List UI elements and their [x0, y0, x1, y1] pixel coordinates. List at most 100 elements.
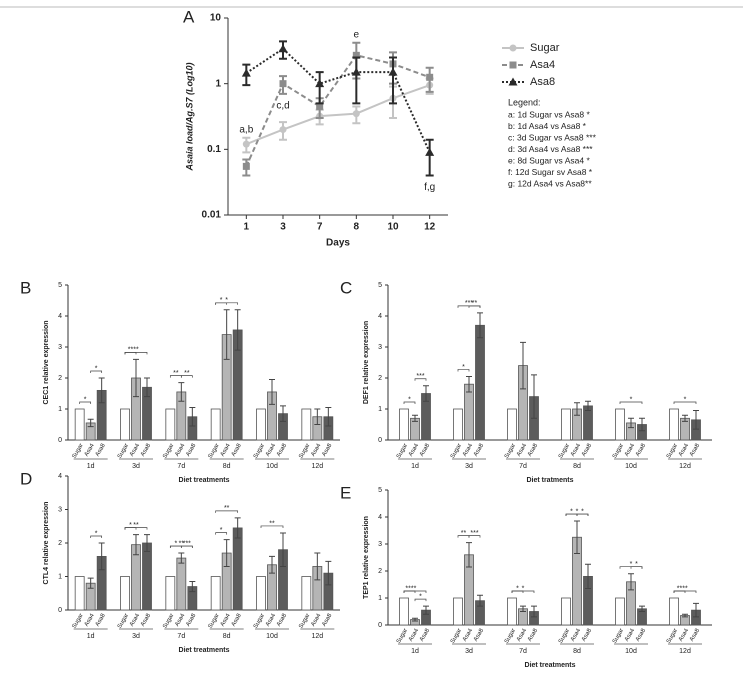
error-bar: [531, 374, 537, 419]
bar-sub-label: Asa8: [231, 442, 243, 457]
significance-bracket: [169, 545, 193, 549]
marker: [316, 102, 324, 110]
marker: [241, 68, 251, 77]
bar: [507, 408, 517, 441]
x-tick-label: 1: [244, 222, 250, 233]
significance-bracket: [180, 375, 193, 378]
bar-sub-label: Asa8: [140, 612, 152, 627]
significance-bracket: [619, 566, 643, 569]
legend-note: g: 12d Asa4 vs Asa8**: [508, 178, 592, 188]
legend-marker: [509, 61, 517, 69]
bar-sub-label: Asa8: [95, 442, 107, 457]
marker: [279, 126, 287, 134]
marker: [315, 79, 325, 88]
panel-letter: D: [20, 469, 32, 488]
bar-sub-label: Sugar: [612, 628, 625, 645]
x-tick-label: 12d: [679, 463, 691, 470]
bar: [615, 408, 625, 441]
bar-sub-label: Sugar: [450, 628, 463, 645]
significance-label: **: [133, 522, 139, 529]
bar: [464, 383, 474, 441]
marker: [279, 80, 287, 88]
y-tick-label: 2: [58, 540, 62, 547]
significance-label: **: [682, 585, 688, 592]
annotation: e: [354, 29, 360, 40]
y-axis-label: Asaia load/Ag.S7 (Log10): [184, 62, 194, 171]
x-tick-label: 7d: [519, 648, 527, 655]
error-bar: [325, 560, 332, 586]
bar: [301, 576, 312, 611]
series-line: [245, 54, 431, 167]
y-tick-label: 5: [58, 282, 62, 289]
significance-bracket: [414, 598, 427, 602]
bar-sub-label: Asa8: [527, 442, 539, 457]
bar: [561, 408, 571, 441]
marker: [278, 44, 288, 53]
y-tick-label: 3: [378, 344, 382, 351]
bar-sub-label: Asa8: [140, 442, 152, 457]
significance-label: **: [184, 370, 190, 377]
error-bar: [133, 358, 139, 398]
bar: [256, 408, 266, 441]
error-bar: [628, 573, 634, 591]
bar: [399, 597, 409, 626]
bar: [301, 408, 312, 441]
marker: [242, 140, 250, 148]
significance-label: *: [129, 522, 132, 529]
error-bar: [269, 555, 275, 574]
x-tick-label: 10d: [625, 648, 637, 655]
significance-bracket: [457, 369, 470, 372]
axis: [67, 476, 340, 611]
error-bar: [520, 341, 526, 390]
significance-bracket: [90, 535, 103, 538]
error-bar: [234, 517, 241, 539]
y-tick-label: 4: [58, 473, 62, 480]
x-tick-label: 8: [354, 222, 360, 233]
significance-label: **: [472, 300, 478, 307]
legend-note: a: 1d Sugar vs Asa8 *: [508, 109, 590, 119]
bar: [210, 576, 221, 611]
error-bar: [693, 410, 699, 430]
y-tick-label: 10: [210, 13, 222, 24]
bar-sub-label: Asa8: [689, 442, 701, 457]
error-bar: [682, 613, 688, 618]
y-tick-label: 3: [378, 541, 382, 548]
significance-label: *: [630, 396, 633, 403]
error-bar: [585, 563, 591, 590]
bar: [561, 597, 571, 626]
error-bar: [412, 617, 418, 622]
error-bar: [389, 56, 397, 105]
x-tick-label: 10d: [266, 463, 278, 470]
error-bar: [98, 542, 105, 571]
legend-label: Sugar: [530, 42, 560, 54]
series-line: [245, 47, 431, 153]
bar-sub-label: Sugar: [504, 628, 517, 645]
significance-label: *: [414, 585, 417, 592]
y-axis-label: CEC1 relative expression: [43, 320, 50, 404]
x-tick-label: 12d: [679, 648, 691, 655]
y-axis-label: CTL4 relative expression: [43, 502, 50, 585]
error-bar: [352, 56, 361, 105]
significance-label: **: [133, 347, 139, 354]
significance-bracket: [414, 378, 427, 381]
x-tick-label: 3: [280, 222, 286, 233]
significance-bracket: [215, 510, 239, 513]
error-bar: [425, 138, 434, 177]
panel-letter: A: [183, 7, 195, 26]
bar-sub-label: Sugar: [208, 613, 221, 630]
y-tick-label: 1: [58, 406, 62, 413]
y-tick-label: 0: [378, 437, 382, 444]
bar-sub-label: Asa8: [276, 442, 288, 457]
y-tick-label: 1: [58, 573, 62, 580]
significance-label: *: [635, 561, 638, 568]
significance-label: *: [174, 540, 177, 547]
y-tick-label: 4: [58, 313, 62, 320]
legend-marker: [508, 77, 518, 86]
x-tick-label: 3d: [132, 463, 140, 470]
x-tick-label: 12d: [311, 463, 323, 470]
significance-bracket: [619, 401, 643, 404]
legend-note: f: 12d Sugar sv Asa8 *: [508, 167, 593, 177]
y-tick-label: 4: [378, 514, 382, 521]
error-bar: [189, 581, 196, 593]
y-tick-label: 3: [58, 344, 62, 351]
